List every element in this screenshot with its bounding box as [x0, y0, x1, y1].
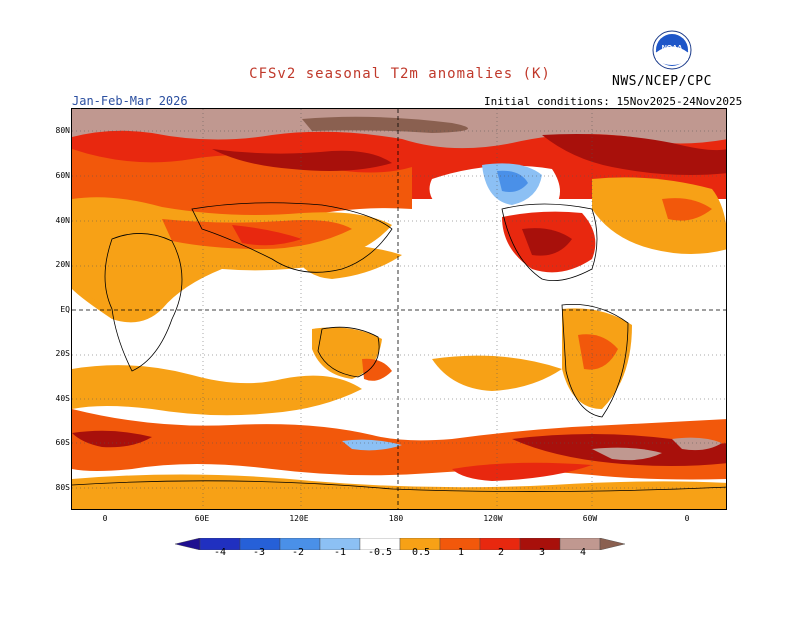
colorbar-bin: [599, 538, 625, 550]
lat-label-20s: 20S: [55, 349, 70, 358]
agency-label: NWS/NCEP/CPC: [612, 74, 712, 89]
lon-label-60e: 60E: [194, 514, 210, 523]
initial-conditions-label: Initial conditions: 15Nov2025-24Nov2025: [484, 95, 743, 108]
colorbar-label: 3: [538, 547, 546, 558]
lat-label-eq: EQ: [60, 305, 70, 314]
lon-label-120e: 120E: [289, 514, 309, 523]
colorbar-bin: [175, 538, 201, 550]
anomaly-map: [71, 108, 727, 510]
lat-label-20n: 20N: [55, 260, 70, 269]
colorbar-label: -3: [252, 547, 266, 558]
lon-label-120w: 120W: [483, 514, 503, 523]
lon-label-0-east: 0: [684, 514, 690, 523]
lon-label-60w: 60W: [582, 514, 598, 523]
colorbar-label: 4: [579, 547, 587, 558]
season-label: Jan-Feb-Mar 2026: [72, 94, 188, 108]
map-title: CFSv2 seasonal T2m anomalies (K): [249, 66, 551, 82]
lat-label-60n: 60N: [55, 171, 70, 180]
colorbar-label: 2: [497, 547, 505, 558]
colorbar: [175, 538, 625, 550]
anomaly-field: [72, 109, 726, 509]
lat-label-60s: 60S: [55, 438, 70, 447]
lat-label-80s: 80S: [55, 483, 70, 492]
lat-label-40n: 40N: [55, 216, 70, 225]
noaa-logo-icon: NOAA: [652, 30, 692, 70]
colorbar-label: -2: [291, 547, 305, 558]
lat-label-40s: 40S: [55, 394, 70, 403]
noaa-logo-text: NOAA: [662, 45, 683, 52]
lon-label-180: 180: [388, 514, 404, 523]
colorbar-label: -0.5: [367, 547, 393, 558]
colorbar-label: -1: [333, 547, 347, 558]
lon-label-0: 0: [102, 514, 108, 523]
colorbar-label: -4: [213, 547, 227, 558]
lat-label-80n: 80N: [55, 126, 70, 135]
colorbar-label: 0.5: [411, 547, 431, 558]
colorbar-label: 1: [457, 547, 465, 558]
